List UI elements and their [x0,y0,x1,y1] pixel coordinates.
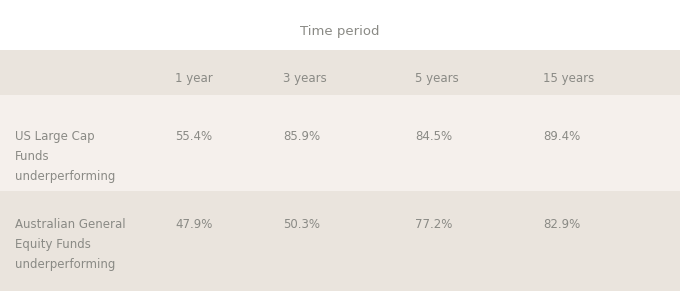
Text: 89.4%: 89.4% [543,130,580,143]
Text: Australian General
Equity Funds
underperforming: Australian General Equity Funds underper… [15,218,126,271]
Bar [0,191,680,291]
Text: 55.4%: 55.4% [175,130,212,143]
Text: 15 years: 15 years [543,72,594,85]
Text: 82.9%: 82.9% [543,218,580,231]
Text: Time period: Time period [301,25,379,38]
Text: 77.2%: 77.2% [415,218,452,231]
Bar [0,50,680,95]
Bar [0,95,680,191]
Text: US Large Cap
Funds
underperforming: US Large Cap Funds underperforming [15,130,116,183]
Text: 1 year: 1 year [175,72,213,85]
Text: 50.3%: 50.3% [283,218,320,231]
Text: 85.9%: 85.9% [283,130,320,143]
Text: 84.5%: 84.5% [415,130,452,143]
Text: 3 years: 3 years [283,72,327,85]
Text: 47.9%: 47.9% [175,218,212,231]
Text: 5 years: 5 years [415,72,459,85]
